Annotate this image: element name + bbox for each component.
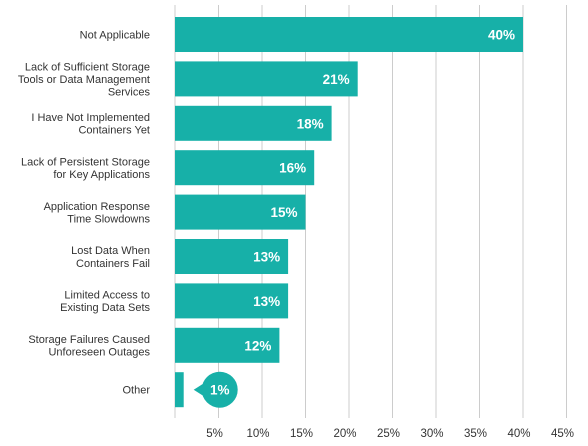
- bar: [175, 17, 523, 52]
- category-label: Application Response Time Slowdowns: [44, 201, 151, 226]
- data-label: 13%: [253, 250, 280, 265]
- category-label-line: Unforeseen Outages: [48, 347, 150, 359]
- category-label-line: Storage Failures Caused: [28, 334, 150, 346]
- x-tick-label: 25%: [377, 428, 400, 440]
- bar: [175, 194, 306, 230]
- x-tick-label: 40%: [507, 428, 530, 440]
- data-label: 12%: [244, 338, 271, 353]
- category-label: Lack of Persistent Storage for Key Applic…: [21, 156, 151, 181]
- category-label-line: Tools or Data Management: [18, 74, 150, 86]
- bar: [175, 239, 289, 274]
- category-label-line: I Have Not Implemented: [31, 112, 150, 124]
- bar: [175, 327, 280, 363]
- category-label-line: Not Applicable: [80, 30, 150, 42]
- x-tick-label: 5%: [206, 428, 223, 440]
- bar: [175, 105, 332, 141]
- data-label: 18%: [297, 116, 324, 131]
- category-label: I Have Not Implemented Containers Yet: [31, 112, 150, 137]
- data-label: 15%: [270, 205, 297, 220]
- data-label: 1%: [210, 383, 230, 398]
- category-label-line: Services: [108, 87, 151, 99]
- x-tick-label: 30%: [420, 428, 443, 440]
- category-label: Storage Failures Caused Unforeseen Outage…: [28, 334, 150, 359]
- bar: [175, 150, 315, 186]
- category-label: Other: [122, 385, 150, 397]
- category-label-line: Lost Data When: [71, 245, 150, 257]
- category-label-line: for Key Applications: [53, 169, 150, 181]
- category-label-line: Limited Access to: [64, 290, 150, 302]
- bar: [175, 61, 358, 97]
- category-label-line: Lack of Persistent Storage: [21, 156, 150, 168]
- data-label-badge: [201, 371, 238, 408]
- bar: [175, 372, 184, 408]
- x-tick-label: 45%: [551, 428, 574, 440]
- category-label: Lost Data When Containers Fail: [71, 245, 150, 270]
- data-label: 40%: [488, 28, 515, 43]
- category-label-line: Application Response: [44, 201, 150, 213]
- category-label: Not Applicable: [80, 30, 150, 42]
- category-label: Lack of Sufficient Storage Tools or Data …: [18, 61, 151, 98]
- data-label: 16%: [279, 161, 306, 176]
- category-label-line: Containers Fail: [76, 258, 150, 270]
- x-tick-label: 35%: [464, 428, 487, 440]
- category-label-line: Other: [122, 385, 150, 397]
- x-tick-label: 15%: [290, 428, 313, 440]
- category-label-line: Lack of Sufficient Storage: [25, 61, 150, 73]
- x-tick-label: 10%: [246, 428, 269, 440]
- data-label-pointer: [193, 382, 205, 397]
- category-label: Limited Access to Existing Data Sets: [60, 290, 150, 315]
- data-label: 21%: [323, 72, 350, 87]
- category-label-line: Existing Data Sets: [60, 302, 150, 314]
- bar: [175, 283, 289, 319]
- category-label-line: Containers Yet: [78, 125, 150, 137]
- data-label: 13%: [253, 294, 280, 309]
- category-label-line: Time Slowdowns: [67, 213, 150, 225]
- x-tick-label: 20%: [333, 428, 356, 440]
